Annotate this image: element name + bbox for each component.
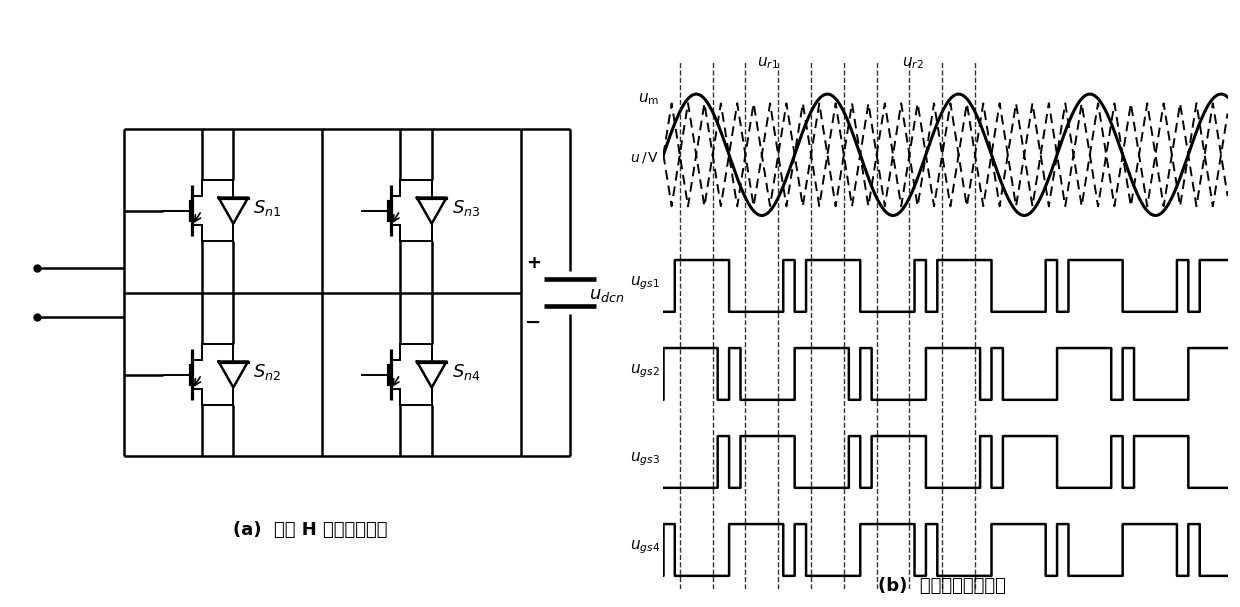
Text: $u_{r1}$: $u_{r1}$ (758, 55, 779, 71)
Text: $S_{n4}$: $S_{n4}$ (451, 362, 480, 382)
Text: $S_{n2}$: $S_{n2}$ (253, 362, 281, 382)
Text: $S_{n1}$: $S_{n1}$ (253, 198, 281, 218)
Text: (a)  单相 H 桥整流器拓扑: (a) 单相 H 桥整流器拓扑 (233, 521, 387, 539)
Text: $u_{dcn}$: $u_{dcn}$ (589, 287, 625, 304)
Text: $u_{gs4}$: $u_{gs4}$ (630, 538, 660, 556)
Text: $u\,/\,{\rm V}$: $u\,/\,{\rm V}$ (630, 151, 660, 165)
Text: $S_{n3}$: $S_{n3}$ (451, 198, 480, 218)
Text: $u_{gs2}$: $u_{gs2}$ (630, 362, 660, 380)
Text: $u_{\rm m}$: $u_{\rm m}$ (639, 91, 660, 107)
Text: (b)  控制信号产生时序: (b) 控制信号产生时序 (878, 577, 1007, 595)
Text: $u_{r2}$: $u_{r2}$ (901, 55, 924, 71)
Text: −: − (525, 313, 542, 332)
Text: $u_{gs3}$: $u_{gs3}$ (630, 450, 660, 468)
Text: $u_{gs1}$: $u_{gs1}$ (630, 274, 660, 292)
Text: +: + (526, 254, 541, 271)
